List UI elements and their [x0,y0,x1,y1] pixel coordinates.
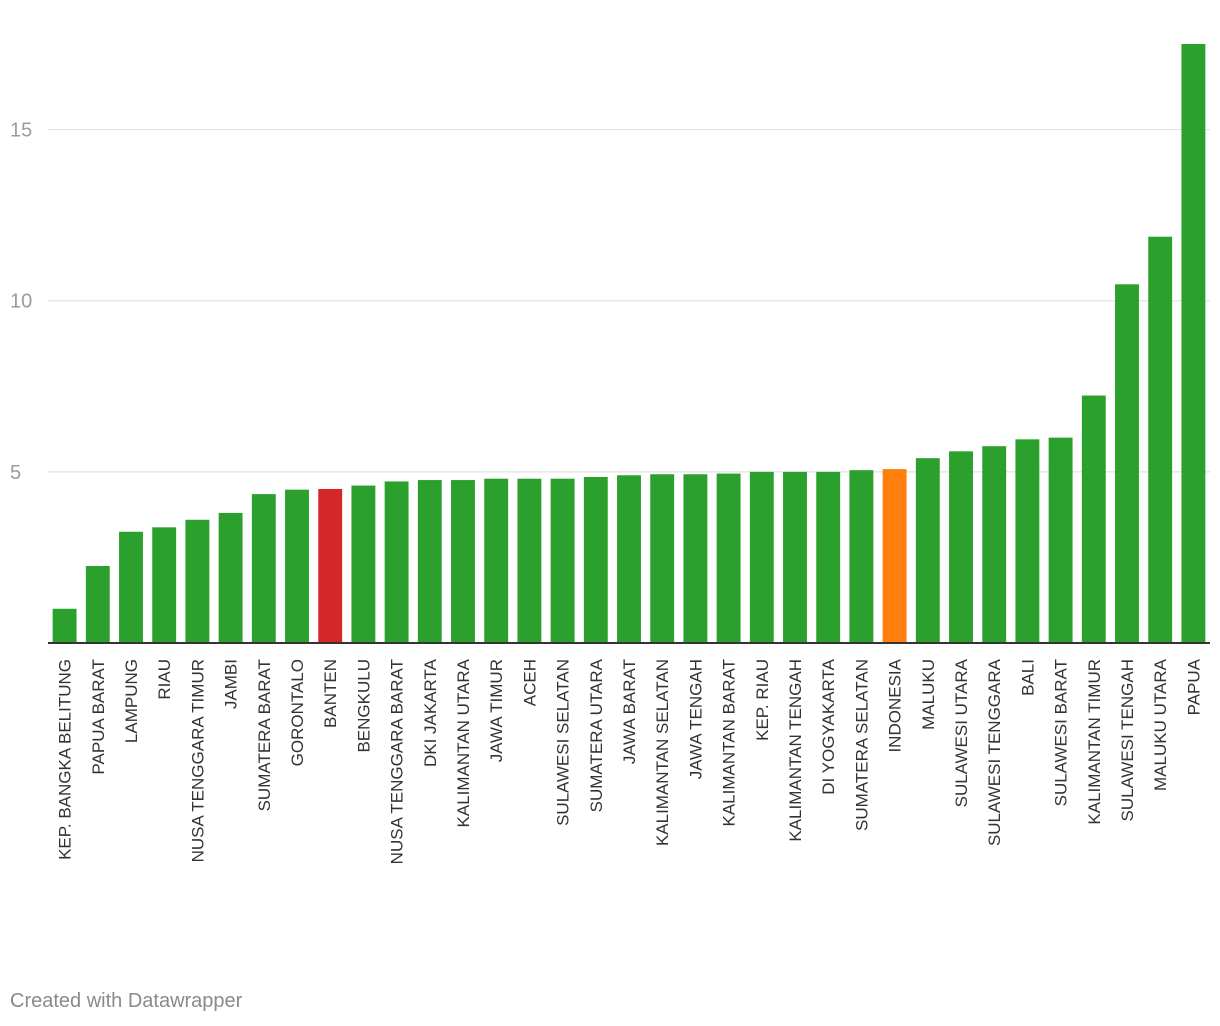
bar [849,470,874,643]
bar [1115,284,1139,643]
x-tick-label: KEP. RIAU [753,659,772,741]
bar [85,565,110,643]
bar [152,527,177,643]
x-tick-label: RIAU [155,659,174,700]
bar [882,469,907,643]
bar [1015,439,1040,643]
bar [417,480,442,643]
x-tick-label: INDONESIA [886,658,905,752]
bar [783,471,807,643]
x-tick-label: KALIMANTAN TIMUR [1085,659,1104,825]
bar [251,494,276,643]
bar [218,512,243,643]
x-tick-label: MALUKU UTARA [1151,658,1170,791]
x-tick-label: KALIMANTAN TENGAH [786,659,805,842]
bar [1148,236,1173,643]
x-tick-label: NUSA TENGGARA BARAT [388,659,407,864]
y-tick-label: 15 [10,120,32,142]
bar [52,608,77,643]
x-tick-label: NUSA TENGGARA TIMUR [188,659,207,862]
bar [816,471,841,643]
x-tick-label: KALIMANTAN SELATAN [653,659,672,846]
bar [583,476,608,643]
bar [119,531,143,643]
x-tick-label: SUMATERA UTARA [587,658,606,812]
bar [351,485,376,643]
bar [384,481,409,643]
category-labels: KEP. BANGKA BELITUNG PAPUA BARAT LAMPUNG RI… [56,658,1204,864]
x-tick-label: BANTEN [321,659,340,728]
x-tick-label: JAMBI [222,659,241,709]
y-tick-label: 10 [10,291,32,313]
x-tick-label: SUMATERA SELATAN [852,659,871,831]
x-tick-label: SULAWESI TENGGARA [985,658,1004,846]
bar [318,488,343,643]
bar [716,473,741,643]
y-tick-label: 5 [10,462,21,484]
x-tick-label: SUMATERA BARAT [255,659,274,811]
credit-text: Created with Datawrapper [10,990,243,1012]
x-tick-label: JAWA TIMUR [487,659,506,762]
bar [517,478,542,643]
x-tick-label: SULAWESI TENGAH [1118,659,1137,821]
x-tick-label: JAWA BARAT [620,659,639,764]
bar [915,458,940,643]
x-tick-label: KALIMANTAN UTARA [454,658,473,827]
x-tick-label: SULAWESI UTARA [952,658,971,807]
x-tick-label: SULAWESI BARAT [1052,659,1071,806]
x-tick-label: PAPUA BARAT [89,659,108,775]
x-tick-label: BALI [1018,659,1037,696]
x-tick-label: ACEH [520,659,539,706]
bar [451,480,475,643]
bar [617,475,641,643]
x-tick-label: DI YOGYAKARTA [819,658,838,794]
bar [1181,44,1206,643]
bar [650,474,675,643]
x-tick-label: KEP. BANGKA BELITUNG [56,659,75,860]
x-tick-label: SULAWESI SELATAN [554,659,573,826]
x-tick-label: LAMPUNG [122,659,141,743]
bar [949,451,973,643]
bar [185,519,210,643]
bar [683,474,708,643]
bar [1048,437,1073,643]
bar [749,471,774,643]
bar [550,478,575,643]
x-tick-label: JAWA TENGAH [686,659,705,779]
gridlines: 5 10 15 [10,120,1210,484]
bar [285,489,309,643]
bar [484,478,509,643]
bar-chart: 5 10 15 KEP. BANGKA BELITUNG PAPUA BARAT LAM… [10,44,1210,864]
bar [1081,395,1106,643]
x-tick-label: GORONTALO [288,659,307,766]
x-tick-label: KALIMANTAN BARAT [720,659,739,827]
x-tick-label: MALUKU [919,659,938,730]
x-tick-label: PAPUA [1184,658,1203,715]
x-tick-label: BENGKULU [354,659,373,753]
bars [52,44,1206,643]
x-tick-label: DKI JAKARTA [421,658,440,767]
bar [982,446,1007,643]
